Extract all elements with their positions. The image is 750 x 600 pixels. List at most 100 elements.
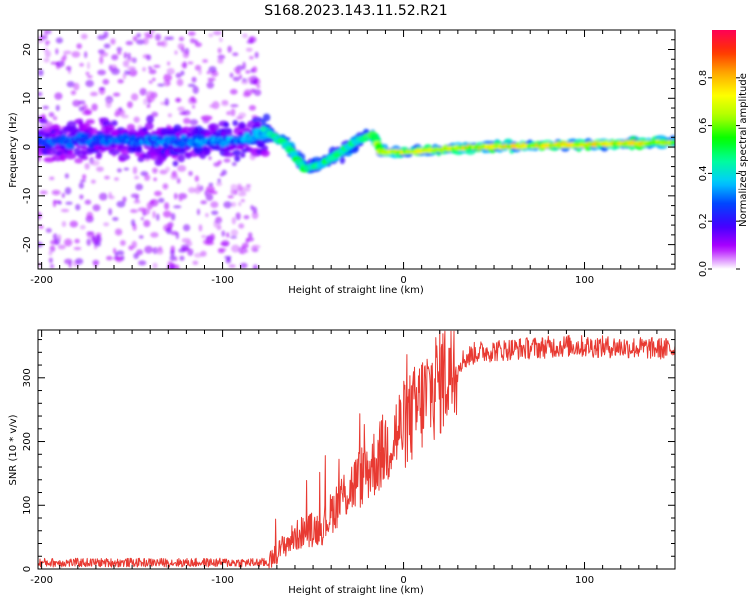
spectrogram-noise-blob — [103, 43, 111, 49]
spectrogram-noise-blob — [130, 93, 139, 101]
spectrogram-noise-blob — [187, 187, 196, 194]
spectrogram-noise-blob — [151, 111, 159, 118]
spectrogram-noise-blob — [238, 246, 247, 255]
spectrogram-noise-blob — [187, 61, 194, 65]
spectrogram-noise-blob — [65, 201, 73, 205]
spectrogram-noise-blob — [217, 160, 222, 165]
spectrogram-noise-blob — [66, 81, 75, 88]
spectrogram-band-blob — [80, 155, 89, 160]
spectrogram-noise-blob — [194, 175, 200, 182]
spectrogram-noise-blob — [229, 88, 238, 95]
spectrogram-noise-blob — [205, 212, 209, 218]
spectrogram-noise-blob — [73, 82, 80, 91]
spectrogram-noise-blob — [164, 98, 170, 106]
spectrogram-noise-blob — [146, 103, 151, 108]
spectrogram-noise-blob — [205, 185, 215, 193]
spectrogram-noise-blob — [104, 175, 110, 180]
spectrogram-noise-blob — [145, 90, 155, 99]
spectrogram-marks — [38, 30, 675, 269]
spectrogram-noise-blob — [103, 31, 109, 39]
spectrogram-noise-blob — [202, 239, 210, 245]
spectrogram-noise-blob — [97, 34, 106, 40]
spectrogram-ylabel: Frequency (Hz) — [8, 112, 19, 188]
spectrogram-noise-blob — [167, 61, 171, 66]
spectrogram-noise-blob — [96, 166, 104, 172]
spectrogram-noise-blob — [176, 177, 181, 184]
spectrogram-noise-blob — [170, 213, 176, 221]
spectrogram-band-blob — [118, 153, 131, 161]
spectrogram-noise-blob — [221, 239, 230, 247]
spectrogram-band-blob — [260, 149, 270, 157]
spectrogram-noise-blob — [148, 69, 157, 75]
spectrogram-noise-blob — [127, 52, 131, 60]
spectrogram-noise-blob — [142, 67, 146, 72]
spectrogram-noise-blob — [138, 260, 147, 266]
spectrogram-band-blob — [172, 160, 179, 167]
snr-x-tick-label: -100 — [211, 575, 234, 586]
spectrogram-noise-blob — [189, 96, 196, 103]
spectrogram-noise-blob — [44, 40, 51, 45]
spectrogram-band-blob — [238, 121, 246, 130]
spectrogram-band-blob — [120, 149, 130, 155]
spectrogram-noise-blob — [65, 65, 72, 71]
spectrogram-y-tick-label: -10 — [22, 188, 33, 204]
spectrogram-noise-blob — [241, 80, 249, 85]
spectrogram-band-blob — [221, 127, 232, 133]
spectrogram-noise-blob — [102, 78, 110, 85]
spectrogram-xlabel: Height of straight line (km) — [288, 285, 424, 296]
spectrogram-noise-blob — [180, 70, 185, 76]
spectrogram-band-blob — [85, 119, 95, 125]
spectrogram-band-blob — [177, 154, 186, 163]
snr-x-tick-label: -200 — [30, 575, 53, 586]
spectrogram-noise-blob — [226, 257, 231, 261]
snr-y-tick-label: 300 — [22, 368, 33, 387]
spectrogram-noise-blob — [61, 192, 65, 198]
spectrogram-noise-blob — [200, 200, 207, 205]
spectrogram-noise-blob — [45, 228, 52, 233]
colorbar-tick-label: 0.4 — [698, 165, 709, 181]
spectrogram-noise-blob — [44, 30, 49, 37]
spectrogram-noise-blob — [248, 232, 253, 238]
spectrogram-noise-blob — [253, 89, 262, 96]
spectrogram-noise-blob — [120, 239, 126, 246]
spectrogram-noise-blob — [242, 61, 246, 70]
spectrogram-noise-blob — [217, 57, 224, 64]
spectrogram-noise-blob — [75, 204, 81, 211]
spectrogram-noise-blob — [154, 190, 162, 197]
spectrogram-noise-blob — [156, 248, 164, 255]
spectrogram-noise-blob — [149, 200, 155, 204]
spectrogram-band-blob — [223, 122, 230, 128]
spectrogram-noise-blob — [217, 47, 222, 54]
spectrogram-noise-blob — [52, 116, 58, 121]
spectrogram-band-blob — [261, 145, 269, 152]
spectrogram-band-blob — [95, 151, 103, 159]
spectrogram-noise-blob — [177, 106, 185, 112]
spectrogram-noise-blob — [170, 173, 179, 180]
spectrogram-noise-blob — [50, 264, 55, 269]
snr-frame — [37, 329, 676, 570]
spectrogram-noise-blob — [144, 245, 153, 254]
spectrogram-noise-blob — [252, 264, 258, 269]
spectrogram-noise-blob — [230, 187, 234, 196]
spectrogram-noise-blob — [63, 50, 72, 55]
spectrogram-noise-blob — [152, 167, 158, 174]
spectrogram-noise-blob — [75, 258, 84, 265]
spectrogram-noise-blob — [114, 177, 119, 181]
spectrogram-noise-blob — [252, 66, 258, 73]
spectrogram-noise-blob — [162, 210, 172, 218]
spectrogram-noise-blob — [256, 84, 261, 89]
spectrogram-noise-blob — [153, 64, 161, 68]
colorbar-ticks: 0.0 0.2 0.4 0.6 0.8 — [698, 70, 740, 277]
spectrogram-noise-blob — [128, 68, 138, 77]
spectrogram-y-tick-label: 20 — [22, 43, 33, 56]
spectrogram-noise-blob — [152, 262, 158, 269]
spectrogram-noise-blob — [223, 201, 232, 209]
spectrogram-band-blob — [254, 121, 262, 129]
spectrogram-noise-blob — [148, 80, 153, 84]
spectrogram-noise-blob — [245, 47, 253, 52]
spectrogram-noise-blob — [219, 37, 223, 43]
spectrogram-noise-blob — [187, 31, 196, 36]
spectrogram-noise-blob — [94, 241, 101, 247]
spectrogram-noise-blob — [243, 89, 253, 96]
